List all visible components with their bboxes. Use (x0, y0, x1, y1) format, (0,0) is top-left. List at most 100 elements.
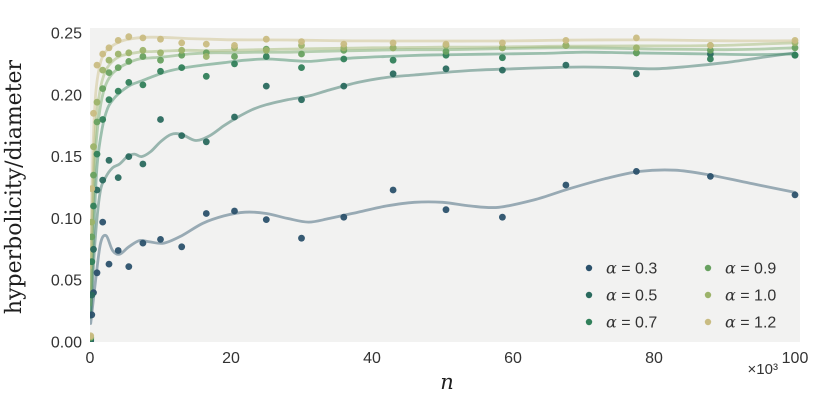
data-point (633, 34, 640, 42)
legend-item-alpha-0.9: α = 0.9 (704, 259, 776, 278)
data-point (114, 87, 122, 95)
data-point (90, 233, 96, 241)
data-point (90, 332, 95, 340)
data-point (389, 70, 397, 78)
x-tick-label: 100 (782, 350, 809, 367)
data-point (562, 61, 570, 69)
data-point (157, 67, 164, 75)
data-point (139, 53, 147, 60)
data-point (633, 44, 640, 52)
data-point (139, 160, 147, 168)
data-point (90, 311, 96, 319)
data-point (340, 82, 348, 90)
x-tick-label: 40 (363, 350, 381, 367)
data-point (298, 64, 305, 71)
data-point (90, 291, 96, 299)
data-point (90, 202, 97, 210)
data-point (93, 118, 101, 126)
data-point (389, 39, 397, 47)
legend-marker-icon (585, 318, 593, 326)
data-point (231, 53, 238, 60)
data-point (178, 51, 186, 59)
data-point (340, 55, 348, 63)
x-tick-label: 60 (504, 350, 522, 367)
data-point (231, 207, 238, 215)
data-point (707, 42, 714, 49)
plot-area (90, 28, 800, 342)
data-point (125, 49, 133, 57)
legend-marker-icon (704, 291, 712, 299)
data-point (105, 156, 113, 164)
x-tick-label: 20 (222, 350, 240, 367)
y-axis-label: hyperbolicity/diameter (2, 59, 27, 314)
data-point (90, 143, 97, 151)
data-point (99, 85, 107, 92)
data-point (157, 49, 164, 57)
data-point (125, 58, 133, 65)
legend-label: α = 1.2 (725, 313, 776, 332)
data-point (157, 116, 164, 123)
data-point (93, 61, 101, 69)
data-point (139, 239, 147, 247)
legend-label: α = 0.7 (606, 313, 657, 332)
legend-marker-icon (585, 291, 593, 299)
data-point (340, 213, 348, 221)
data-point (139, 46, 147, 54)
data-point (707, 173, 714, 180)
data-point (139, 34, 147, 42)
legend-marker-icon (704, 264, 712, 272)
data-point (562, 42, 570, 49)
data-point (298, 234, 305, 242)
data-point (340, 40, 348, 48)
data-point (262, 46, 270, 54)
data-point (791, 191, 799, 199)
legend-item-alpha-0.3: α = 0.3 (585, 259, 657, 278)
data-point (125, 153, 133, 161)
legend-item-alpha-0.5: α = 0.5 (585, 286, 657, 305)
data-point (633, 168, 640, 175)
data-point (105, 69, 113, 76)
data-point (202, 210, 210, 217)
data-point (93, 269, 101, 277)
data-point (791, 51, 799, 59)
trend-line-alpha-1 (90, 41, 797, 294)
legend-item-alpha-1: α = 1.0 (704, 286, 776, 305)
data-point (178, 39, 186, 47)
data-point (707, 46, 714, 54)
data-point (178, 46, 186, 54)
legend-label: α = 1.0 (725, 286, 776, 305)
data-point (231, 60, 238, 68)
legend-label: α = 0.3 (606, 259, 657, 278)
legend-item-alpha-1.2: α = 1.2 (704, 313, 776, 332)
legend-item-alpha-0.7: α = 0.7 (585, 313, 657, 332)
data-point (389, 44, 397, 52)
data-point (389, 56, 397, 64)
y-tick-label: 0.25 (51, 26, 82, 43)
trend-line-alpha-0.3 (90, 168, 797, 325)
data-point (298, 38, 305, 46)
data-point (99, 218, 107, 226)
data-point (178, 132, 186, 140)
data-point (90, 258, 96, 266)
data-point (499, 213, 506, 221)
data-point (442, 48, 450, 55)
data-point (139, 81, 147, 89)
y-tick-label: 0.05 (51, 273, 82, 290)
trend-line-alpha-0.9 (90, 46, 797, 307)
data-point (99, 50, 107, 58)
data-point (125, 263, 133, 270)
data-point (105, 260, 113, 268)
scatter-series-alpha-0.3 (90, 168, 799, 342)
x-tick-label: 80 (645, 350, 663, 367)
data-point (707, 55, 714, 63)
data-point (262, 53, 270, 60)
data-point (202, 72, 210, 80)
data-point (157, 236, 164, 243)
data-point (178, 64, 186, 71)
data-point (114, 247, 122, 254)
data-point (93, 150, 101, 158)
data-point (93, 98, 101, 106)
data-point (442, 65, 450, 73)
